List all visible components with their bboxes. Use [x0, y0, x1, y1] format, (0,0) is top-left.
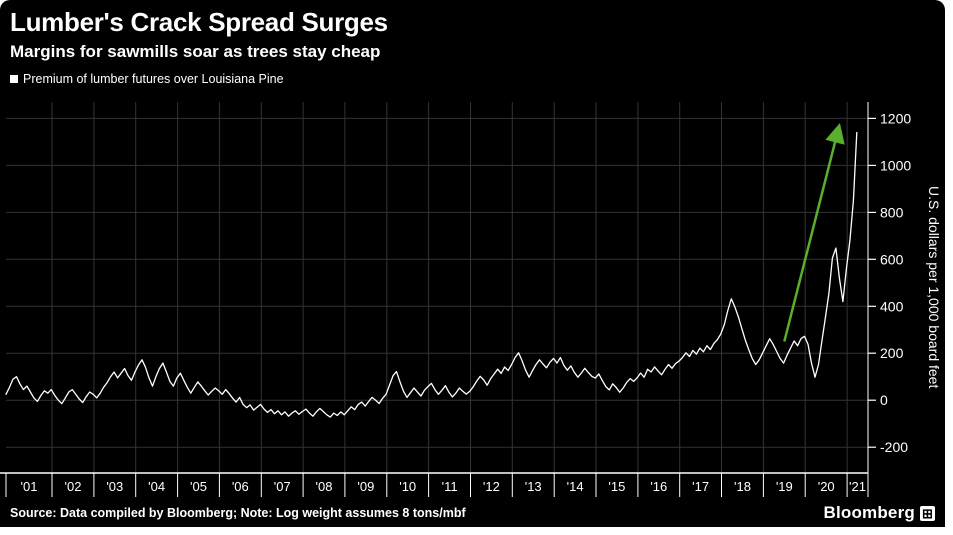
chart-footer: Source: Data compiled by Bloomberg; Note… — [0, 499, 945, 527]
x-tick-label: '08 — [316, 479, 333, 494]
y-tick-label: 200 — [880, 345, 904, 361]
chart-subtitle: Margins for sawmills soar as trees stay … — [10, 41, 381, 61]
x-tick-label: '03 — [106, 479, 123, 494]
y-tick-label: -200 — [880, 439, 908, 455]
source-note: Source: Data compiled by Bloomberg; Note… — [10, 506, 466, 520]
y-tick-label: 800 — [880, 204, 904, 220]
x-tick-label: '13 — [525, 479, 542, 494]
bloomberg-mark-icon: ⊞ — [920, 505, 935, 521]
x-tick-label: '02 — [65, 479, 82, 494]
x-tick-label: '20 — [818, 479, 835, 494]
legend: Premium of lumber futures over Louisiana… — [10, 72, 935, 86]
x-tick-label: '01 — [21, 479, 38, 494]
y-tick-label: 1000 — [880, 157, 911, 173]
y-tick-label: 400 — [880, 298, 904, 314]
series-line — [5, 131, 858, 418]
x-tick-label: '05 — [190, 479, 207, 494]
trend-arrow-icon — [783, 122, 845, 342]
legend-label: Premium of lumber futures over Louisiana… — [23, 71, 284, 86]
y-tick-label: 600 — [880, 251, 904, 267]
chart-panel: Lumber's Crack Spread Surges Margins for… — [0, 0, 945, 527]
y-axis-title: U.S. dollars per 1,000 board feet — [926, 186, 942, 389]
bloomberg-brand: Bloomberg ⊞ — [823, 503, 935, 523]
x-tick-label: '15 — [608, 479, 625, 494]
x-tick-label: '07 — [274, 479, 291, 494]
x-tick-label: '11 — [442, 479, 458, 494]
x-tick-label: '09 — [357, 479, 374, 494]
x-tick-label: '06 — [232, 479, 249, 494]
x-tick-label: '12 — [483, 479, 500, 494]
chart-title: Lumber's Crack Spread Surges — [10, 7, 388, 37]
chart-header: Lumber's Crack Spread Surges Margins for… — [0, 0, 945, 86]
bloomberg-wordmark: Bloomberg — [823, 503, 915, 522]
legend-square-icon — [10, 74, 18, 83]
line-chart: -200 0 200 400 600 800 1000 1200 '01 '02 '03 '04 '05… — [0, 101, 911, 497]
x-tick-label: '10 — [399, 479, 416, 494]
x-tick-label: '19 — [776, 479, 793, 494]
x-tick-label: '18 — [734, 479, 751, 494]
x-tick-label: '21 — [849, 479, 866, 494]
y-tick-label: 0 — [880, 392, 888, 408]
x-tick-label: '16 — [650, 479, 667, 494]
x-tick-label: '04 — [148, 479, 165, 494]
x-tick-label: '17 — [692, 479, 709, 494]
y-tick-label: 1200 — [880, 110, 911, 126]
x-tick-label: '14 — [567, 479, 584, 494]
